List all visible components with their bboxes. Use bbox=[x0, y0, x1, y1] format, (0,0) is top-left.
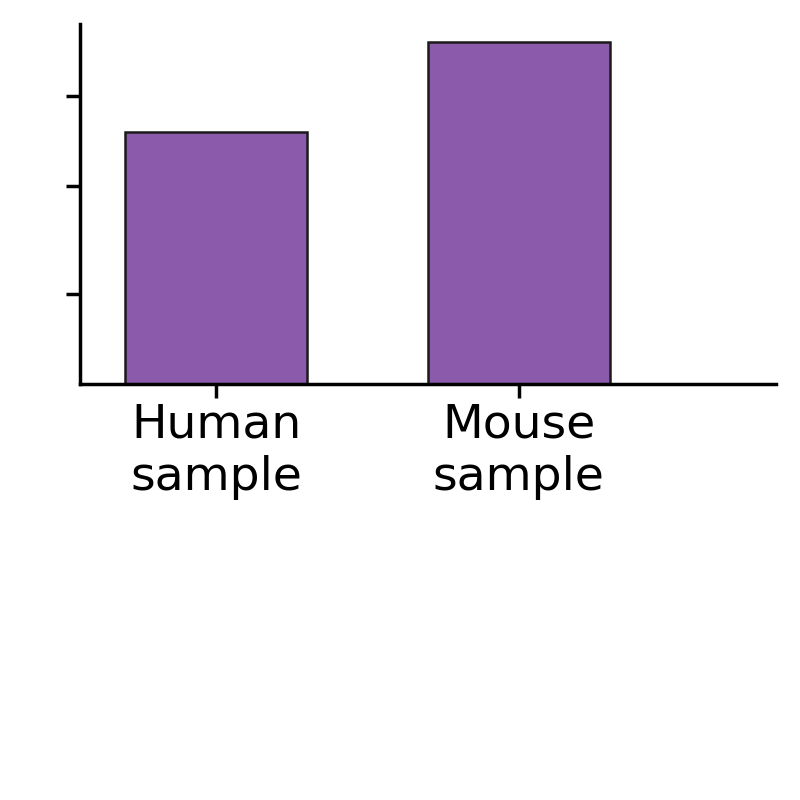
Bar bbox=[428, 42, 610, 384]
Bar bbox=[126, 132, 307, 384]
